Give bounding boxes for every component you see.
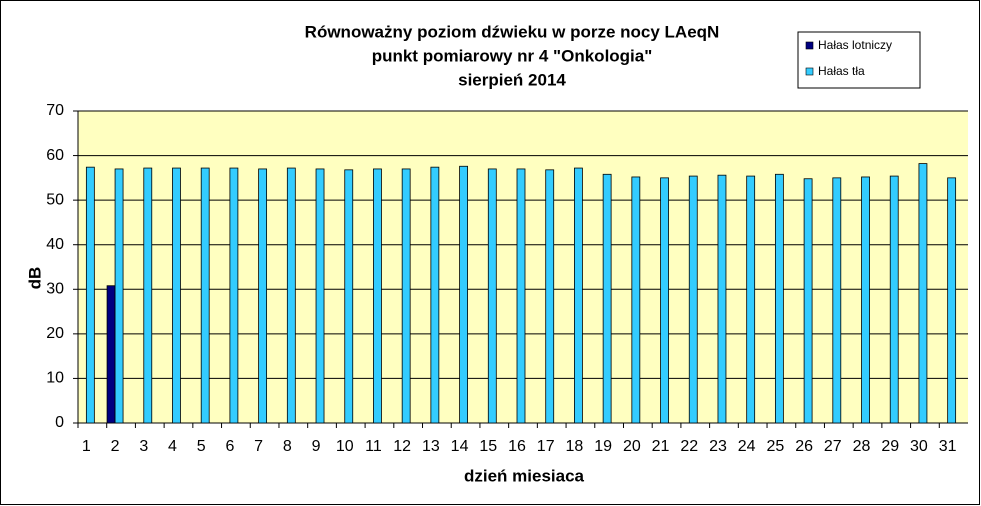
bar [85,166,95,424]
bar [832,177,842,424]
bar [947,177,957,424]
y-tick-label: 10 [46,370,64,387]
y-tick-label: 30 [46,281,64,298]
x-tick-label: 2 [111,438,120,455]
x-tick-label: 16 [508,438,526,455]
bar [106,285,116,424]
y-tick-label: 70 [46,102,64,119]
chart-title: Równoważny poziom dźwieku w porze nocy L… [305,22,720,41]
bar [717,174,727,424]
bar [401,168,411,424]
x-tick-label: 3 [139,438,148,455]
x-tick-label: 29 [881,438,899,455]
x-tick-label: 18 [566,438,584,455]
x-tick-label: 27 [824,438,842,455]
x-tick-label: 10 [336,438,354,455]
x-tick-label: 20 [623,438,641,455]
x-tick-label: 22 [680,438,698,455]
bar [143,167,153,424]
bar [516,168,526,424]
x-tick-label: 30 [910,438,928,455]
bar [229,167,239,424]
x-tick-label: 4 [168,438,177,455]
x-axis-label: dzień miesiaca [464,466,585,485]
bar [286,167,296,424]
bar [258,168,268,424]
x-tick-label: 8 [283,438,292,455]
legend-swatch [805,41,814,50]
bar [746,175,756,424]
bar [114,168,124,424]
legend-box [797,31,921,89]
x-tick-label: 28 [853,438,871,455]
x-tick-label: 26 [795,438,813,455]
bar [602,173,612,424]
bar [200,167,210,424]
y-tick-label: 60 [46,147,64,164]
x-tick-label: 15 [479,438,497,455]
bar [861,176,870,424]
legend-label: Hałas lotniczy [818,38,892,52]
x-tick-label: 23 [709,438,727,455]
bar [574,167,583,424]
legend-swatch [805,67,814,76]
chart-title: punkt pomiarowy nr 4 "Onkologia" [372,46,653,65]
x-tick-label: 13 [422,438,440,455]
bar [315,168,325,424]
x-tick-label: 19 [594,438,612,455]
x-tick-label: 11 [365,438,382,455]
x-tick-label: 5 [197,438,206,455]
x-tick-label: 9 [312,438,321,455]
x-tick-label: 24 [738,438,756,455]
x-tick-label: 31 [939,438,957,455]
x-tick-label: 12 [393,438,411,455]
chart-title: sierpień 2014 [458,70,566,89]
x-tick-label: 25 [766,438,784,455]
bar [803,178,813,424]
bar [459,165,468,424]
y-axis-label: dB [25,267,44,290]
bar [344,169,354,424]
y-tick-label: 50 [46,191,64,208]
bar [487,168,497,424]
bar [774,173,784,424]
x-tick-label: 17 [537,438,555,455]
x-tick-label: 7 [254,438,263,455]
y-tick-label: 40 [46,236,64,253]
bar [889,175,899,424]
bar [172,167,181,424]
x-tick-label: 14 [451,438,469,455]
bar [430,166,440,424]
x-tick-label: 6 [225,438,234,455]
bar [631,176,641,424]
legend-label: Hałas tła [818,64,865,78]
bar [545,169,555,424]
y-tick-label: 0 [55,414,64,431]
bar [373,168,382,424]
bar [688,175,698,424]
x-tick-label: 21 [652,438,670,455]
bar [660,177,669,424]
x-tick-label: 1 [82,438,91,455]
y-tick-label: 20 [46,325,64,342]
bar [918,163,928,424]
